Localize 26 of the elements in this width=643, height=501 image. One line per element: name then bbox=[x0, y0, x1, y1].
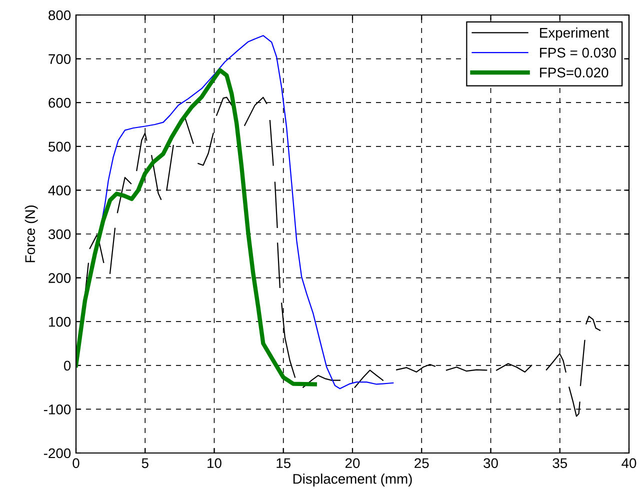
x-tick-label: 5 bbox=[142, 458, 148, 468]
x-tick-label: 25 bbox=[414, 458, 429, 468]
x-tick-label: 20 bbox=[345, 458, 360, 468]
y-tick-label: 800 bbox=[48, 10, 71, 20]
x-tick-label: 10 bbox=[208, 458, 222, 468]
y-axis-title: Force (N) bbox=[24, 206, 38, 262]
legend-label: Experiment bbox=[540, 28, 610, 40]
y-tick-label: 200 bbox=[48, 273, 71, 283]
x-tick-label: 0 bbox=[72, 458, 80, 468]
y-tick-label: 700 bbox=[48, 54, 71, 64]
y-tick-label: 600 bbox=[48, 98, 71, 108]
y-tick-label: -100 bbox=[44, 404, 71, 414]
y-tick-label: 400 bbox=[48, 186, 71, 196]
y-tick-label: -200 bbox=[44, 448, 71, 458]
x-tick-label: 30 bbox=[484, 458, 498, 468]
x-axis-title: Displacement (mm) bbox=[293, 474, 412, 487]
x-tick-label: 15 bbox=[276, 458, 291, 468]
y-tick-label: 100 bbox=[49, 316, 71, 327]
line-series bbox=[76, 68, 317, 386]
legend-label: FPS=0.020 bbox=[540, 68, 608, 78]
y-tick-label: 0 bbox=[64, 360, 71, 371]
legend-label: FPS = 0.030 bbox=[540, 48, 616, 58]
x-tick-label: 35 bbox=[552, 458, 568, 468]
y-tick-label: 500 bbox=[48, 142, 71, 152]
x-tick-label: 40 bbox=[622, 458, 636, 468]
y-tick-label: 300 bbox=[48, 229, 71, 240]
